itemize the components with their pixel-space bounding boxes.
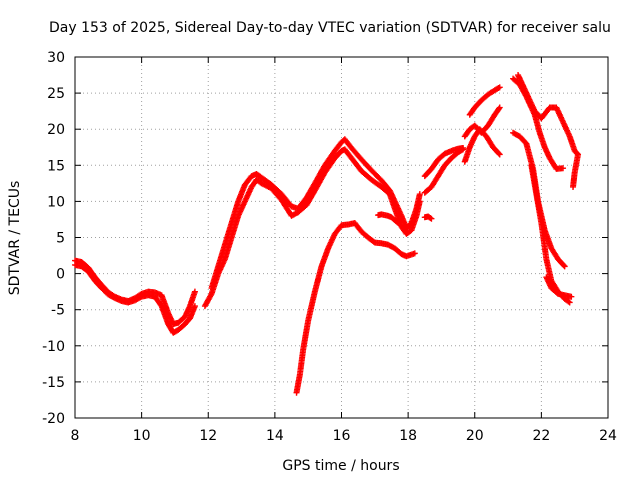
data-point	[416, 191, 423, 198]
x-tick-label: 18	[399, 428, 417, 444]
y-tick-label: -5	[51, 303, 65, 319]
series-sat-a	[72, 257, 198, 328]
x-tick-label: 10	[133, 428, 151, 444]
y-axis-label: SDTVAR / TECUs	[7, 181, 23, 296]
series-sat-c	[201, 146, 423, 310]
data-point	[460, 144, 467, 151]
series-sat-k	[461, 104, 503, 140]
y-tick-label: 10	[47, 194, 65, 210]
data-point	[570, 183, 577, 190]
series-sat-l	[466, 84, 503, 118]
data-point	[496, 151, 503, 158]
y-tick-label: -15	[42, 375, 65, 391]
data-point	[495, 150, 502, 157]
data-point	[191, 288, 198, 295]
series-sat-p	[528, 162, 573, 306]
data-point	[568, 293, 575, 300]
series-sat-e	[293, 220, 418, 396]
x-tick-label: 24	[599, 428, 617, 444]
data-point	[496, 104, 503, 111]
x-tick-label: 8	[71, 428, 80, 444]
y-tick-label: -20	[42, 411, 65, 427]
y-tick-label: 0	[56, 267, 65, 283]
axis-ticks: 8 10 12 14 16 18 20 22 24 30 25 20 15 10 5 0 -5 -10 -15 -20	[42, 50, 617, 444]
x-tick-label: 14	[266, 428, 284, 444]
data-point	[428, 215, 435, 222]
x-tick-label: 22	[532, 428, 550, 444]
data-point	[191, 303, 198, 310]
x-axis-label: GPS time / hours	[282, 458, 399, 474]
data-point	[561, 263, 568, 270]
y-tick-label: 20	[47, 122, 65, 138]
data-point	[495, 85, 502, 92]
data-point	[560, 262, 567, 269]
y-tick-label: 5	[56, 231, 65, 247]
series-sat-b	[72, 261, 198, 336]
data-point	[395, 220, 402, 227]
data-point	[394, 219, 401, 226]
series-sat-f	[375, 211, 402, 227]
data-point	[411, 250, 418, 257]
data-point	[496, 84, 503, 91]
series-sat-n	[515, 72, 582, 190]
data-point	[560, 165, 567, 172]
y-tick-label: 30	[47, 50, 65, 66]
x-tick-label: 12	[199, 428, 217, 444]
x-tick-label: 20	[466, 428, 484, 444]
series-sat-g	[421, 213, 435, 222]
y-tick-label: 15	[47, 158, 65, 174]
y-tick-label: 25	[47, 86, 65, 102]
x-tick-label: 16	[333, 428, 351, 444]
data-point	[495, 105, 502, 112]
series-sat-q	[543, 274, 575, 300]
data-marks	[72, 72, 582, 396]
grid	[75, 57, 608, 418]
data-point	[427, 215, 434, 222]
series-sat-d	[208, 136, 423, 292]
y-tick-label: -10	[42, 339, 65, 355]
series-sat-m	[510, 75, 567, 172]
chart-title: Day 153 of 2025, Sidereal Day-to-day VTE…	[49, 20, 611, 36]
series-sat-i	[421, 144, 467, 180]
data-point	[565, 298, 572, 305]
data-point	[566, 299, 573, 306]
